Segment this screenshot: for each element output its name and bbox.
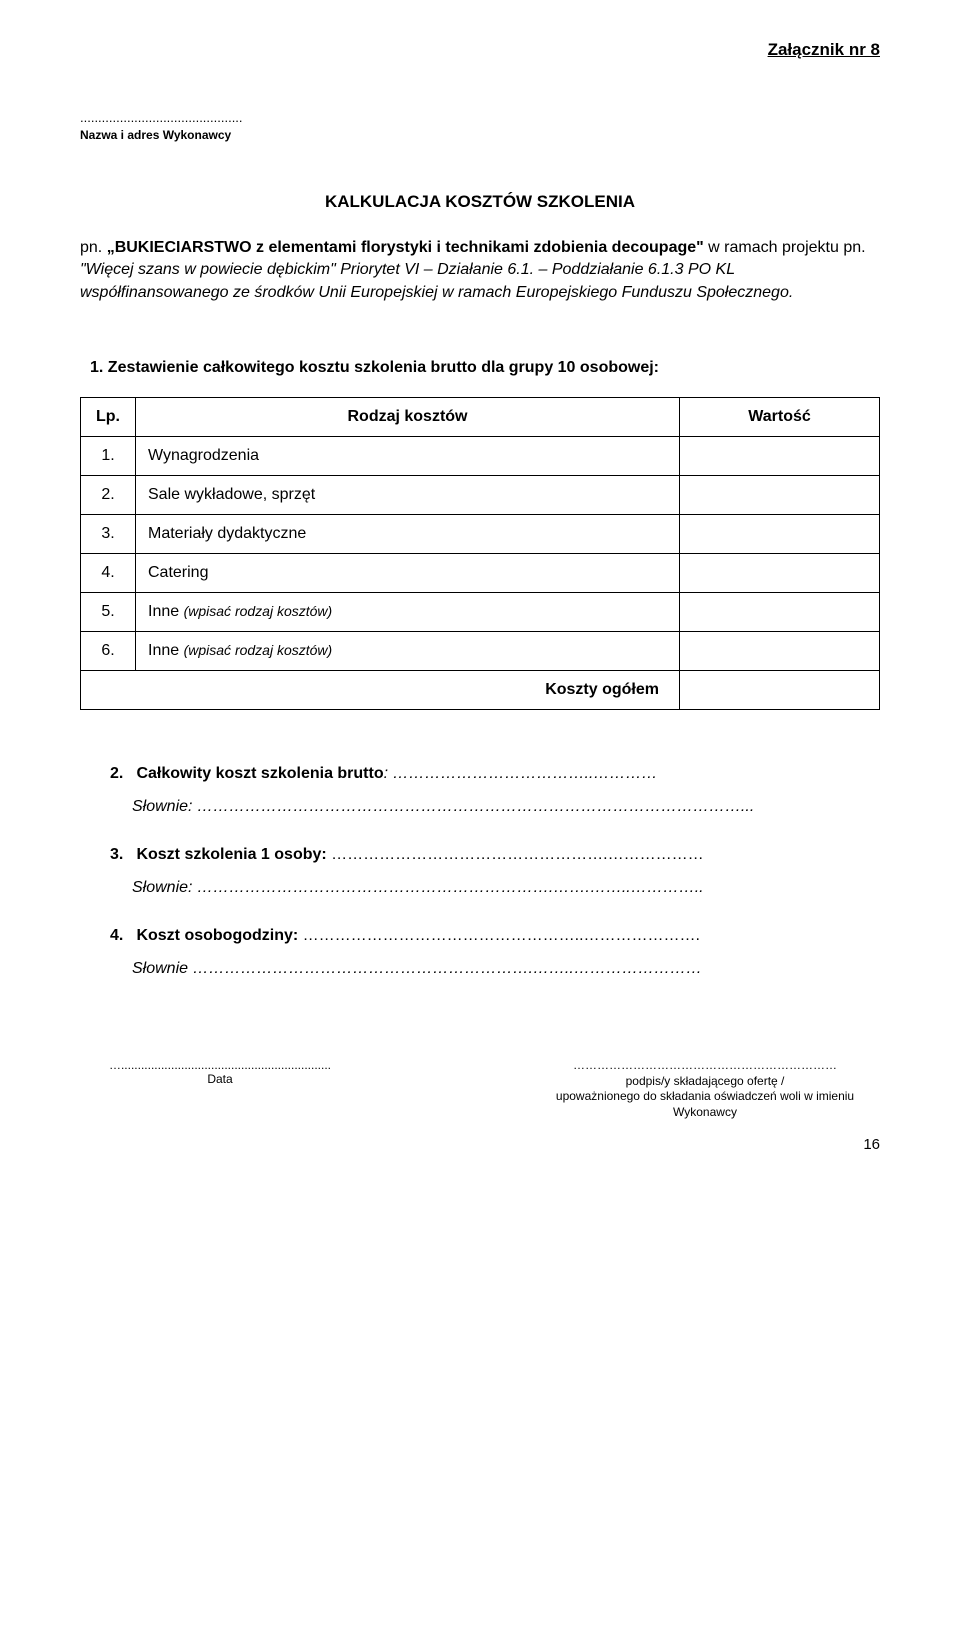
table-row: 3. Materiały dydaktyczne <box>81 515 880 554</box>
table-row: 4. Catering <box>81 554 880 593</box>
cell-label: Catering <box>136 554 680 593</box>
footer-right-label2: upoważnionego do składania oświadczeń wo… <box>530 1089 880 1120</box>
table-row: 5. Inne (wpisać rodzaj kosztów) <box>81 593 880 632</box>
contractor-name-label: Nazwa i adres Wykonawcy <box>80 128 880 142</box>
intro-italic: "Więcej szans w powiecie dębickim" Prior… <box>80 261 793 300</box>
cell-lp: 2. <box>81 476 136 515</box>
intro-quoted: „BUKIECIARSTWO z elementami florystyki i… <box>107 239 704 256</box>
page-number: 16 <box>80 1136 880 1153</box>
page-title: KALKULACJA KOSZTÓW SZKOLENIA <box>80 192 880 212</box>
cell-label: Inne (wpisać rodzaj kosztów) <box>136 632 680 671</box>
cell-lp: 4. <box>81 554 136 593</box>
question-3-num: 3. <box>110 846 132 864</box>
cell-label: Inne (wpisać rodzaj kosztów) <box>136 593 680 632</box>
cell-value[interactable] <box>680 476 880 515</box>
cell-label: Materiały dydaktyczne <box>136 515 680 554</box>
question-2-num: 2. <box>110 765 132 783</box>
question-3-block: 3. Koszt szkolenia 1 osoby: ………………………………… <box>80 846 880 897</box>
question-4-block: 4. Koszt osobogodziny: ……………………………………………… <box>80 927 880 978</box>
cell-lp: 1. <box>81 437 136 476</box>
question-3-tail: …………………………………………….……………… <box>327 846 704 863</box>
intro-pn: pn. <box>80 239 107 256</box>
question-2-slownie: Słownie: …………………………………………………………………………………… <box>110 798 880 816</box>
cell-label: Sale wykładowe, sprzęt <box>136 476 680 515</box>
row-italic: (wpisać rodzaj kosztów) <box>184 642 333 658</box>
cell-value[interactable] <box>680 554 880 593</box>
cell-label: Wynagrodzenia <box>136 437 680 476</box>
cell-lp: 3. <box>81 515 136 554</box>
row-label: Catering <box>148 564 208 581</box>
cell-value[interactable] <box>680 515 880 554</box>
table-total-row: Koszty ogółem <box>81 671 880 710</box>
intro-paragraph: pn. „BUKIECIARSTWO z elementami florysty… <box>80 237 880 304</box>
table-header-row: Lp. Rodzaj kosztów Wartość <box>81 398 880 437</box>
table-row: 6. Inne (wpisać rodzaj kosztów) <box>81 632 880 671</box>
question-4-text: Koszt osobogodziny: <box>136 927 298 944</box>
row-label: Sale wykładowe, sprzęt <box>148 486 315 503</box>
question-3-label: 3. Koszt szkolenia 1 osoby: ………………………………… <box>110 846 880 864</box>
table-row: 1. Wynagrodzenia <box>81 437 880 476</box>
col-header-wartosc: Wartość <box>680 398 880 437</box>
contractor-dotted-line: ........................................… <box>80 110 880 125</box>
footer-right-label1: podpis/y składającego ofertę / <box>530 1074 880 1090</box>
row-label: Inne <box>148 642 184 659</box>
footer-left: ….......................................… <box>80 1058 360 1086</box>
question-4-tail: ……………………………………………..…………………. <box>298 927 700 944</box>
table-row: 2. Sale wykładowe, sprzęt <box>81 476 880 515</box>
footer-left-label: Data <box>80 1072 360 1086</box>
cell-lp: 5. <box>81 593 136 632</box>
question-4-slownie: Słownie ……………………………………………………….……..………………… <box>110 960 880 978</box>
attachment-label: Załącznik nr 8 <box>80 40 880 60</box>
cell-lp: 6. <box>81 632 136 671</box>
cell-value[interactable] <box>680 437 880 476</box>
question-2-block: 2. Całkowity koszt szkolenia brutto: ………… <box>80 765 880 816</box>
col-header-rodzaj: Rodzaj kosztów <box>136 398 680 437</box>
question-4-label: 4. Koszt osobogodziny: ……………………………………………… <box>110 927 880 945</box>
question-2-tail: : ………………………………..………… <box>384 765 658 782</box>
footer-right: ………………………………………………………… podpis/y składają… <box>530 1058 880 1120</box>
row-label: Materiały dydaktyczne <box>148 525 306 542</box>
question-2-label: 2. Całkowity koszt szkolenia brutto: ………… <box>110 765 880 783</box>
row-italic: (wpisać rodzaj kosztów) <box>184 603 333 619</box>
question-3-text: Koszt szkolenia 1 osoby: <box>136 846 326 863</box>
row-label: Wynagrodzenia <box>148 447 259 464</box>
cell-value[interactable] <box>680 593 880 632</box>
total-value[interactable] <box>680 671 880 710</box>
total-label: Koszty ogółem <box>81 671 680 710</box>
footer-left-dots: ….......................................… <box>80 1058 360 1072</box>
cost-table: Lp. Rodzaj kosztów Wartość 1. Wynagrodze… <box>80 397 880 710</box>
col-header-lp: Lp. <box>81 398 136 437</box>
footer: ….......................................… <box>80 1058 880 1120</box>
question-3-slownie: Słownie: ………………………………………………………….…….……..…… <box>110 879 880 897</box>
footer-right-dots: ………………………………………………………… <box>530 1058 880 1074</box>
section-1-heading: 1. Zestawienie całkowitego kosztu szkole… <box>80 359 880 377</box>
cell-value[interactable] <box>680 632 880 671</box>
question-2-text: Całkowity koszt szkolenia brutto <box>136 765 383 782</box>
intro-rest: w ramach projektu pn. <box>704 239 866 256</box>
question-4-num: 4. <box>110 927 132 945</box>
row-label: Inne <box>148 603 184 620</box>
